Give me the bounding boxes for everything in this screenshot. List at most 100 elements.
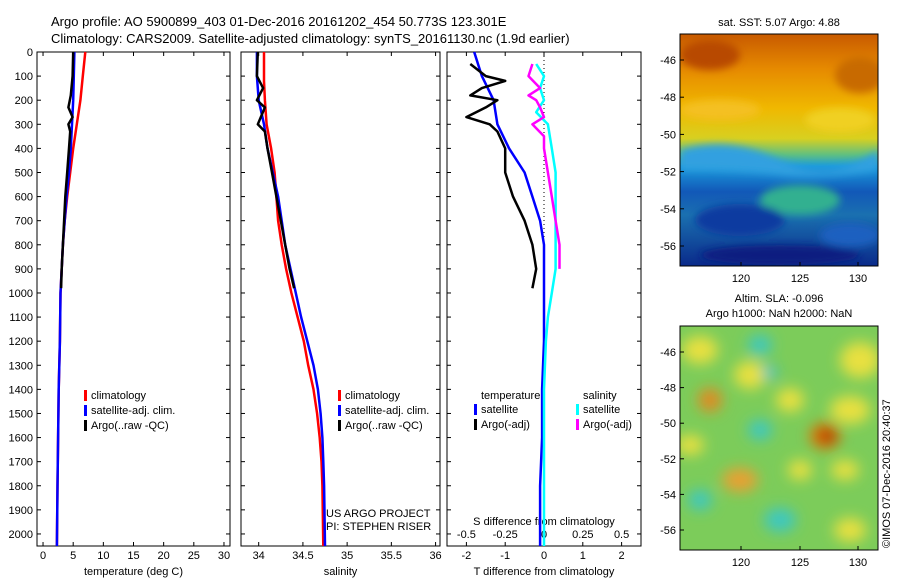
map-y-tick-label: -56 <box>660 525 676 537</box>
series-line-3 <box>59 51 75 289</box>
y-tick-label: 1100 <box>9 312 33 324</box>
map-y-tick-label: -56 <box>660 241 676 253</box>
x-tick-label: 34 <box>253 550 265 562</box>
map-y-tick-label: -46 <box>660 347 676 359</box>
credit-line1: US ARGO PROJECT <box>326 508 431 520</box>
y-tick-label: 1900 <box>9 505 33 517</box>
x-tick-label: 35 <box>341 550 353 562</box>
header-line1: Argo profile: AO 5900899_403 01-Dec-2016… <box>51 14 507 29</box>
legend-title: salinity <box>583 390 617 402</box>
legend-marker <box>338 420 341 431</box>
y-tick-label: 1500 <box>9 408 33 420</box>
legend-marker <box>338 390 341 401</box>
y-tick-label: 2000 <box>9 529 33 541</box>
top-tick-label: -0.5 <box>457 529 476 541</box>
x-axis-label: temperature (deg C) <box>84 566 183 578</box>
legend-marker <box>576 404 579 415</box>
x-axis-label: salinity <box>324 566 358 578</box>
y-tick-label: 500 <box>15 167 33 179</box>
imos-watermark: ©IMOS 07-Dec-2016 20:40:37 <box>881 399 893 548</box>
x-tick-label: 20 <box>158 550 170 562</box>
y-tick-label: 1400 <box>9 384 33 396</box>
series-line-1 <box>473 51 546 546</box>
series-line-2 <box>465 63 538 289</box>
legend-title: temperature <box>481 390 540 402</box>
legend-label: Argo(..raw -QC) <box>345 420 423 432</box>
sla-map-title1: Altim. SLA: -0.096 <box>735 293 824 305</box>
map-x-tick-label: 130 <box>849 557 867 569</box>
legend-marker <box>84 390 87 401</box>
x-tick-label: 15 <box>127 550 139 562</box>
x-tick-label: 10 <box>97 550 109 562</box>
map-y-tick-label: -46 <box>660 55 676 67</box>
x-tick-label: 25 <box>188 550 200 562</box>
legend-label: satellite <box>481 404 518 416</box>
series-line-1 <box>262 52 325 547</box>
x-tick-label: 35.5 <box>381 550 402 562</box>
map-y-tick-label: -48 <box>660 383 676 395</box>
x-tick-label: -1 <box>500 550 510 562</box>
sst-map-title: sat. SST: 5.07 Argo: 4.88 <box>718 17 840 29</box>
map-x-tick-label: 125 <box>791 557 809 569</box>
x-tick-label: 36 <box>429 550 441 562</box>
top-tick-label: -0.25 <box>493 529 518 541</box>
x-tick-label: 1 <box>580 550 586 562</box>
legend-label: Argo(-adj) <box>481 419 530 431</box>
map-y-tick-label: -54 <box>660 489 676 501</box>
legend-marker <box>84 405 87 416</box>
y-tick-label: 800 <box>15 240 33 252</box>
y-tick-label: 1800 <box>9 481 33 493</box>
series-line-4 <box>527 63 561 269</box>
legend-label: satellite-adj. clim. <box>345 405 429 417</box>
map-x-tick-label: 130 <box>849 273 867 285</box>
legend-marker <box>576 419 579 430</box>
profile-panel-2: 34 34.5 35 35.5 36 salinity climatology satelli… <box>240 51 442 578</box>
legend-label: climatology <box>91 390 147 402</box>
header-line2: Climatology: CARS2009. Satellite-adjuste… <box>51 31 570 46</box>
x-axis-label: T difference from climatology <box>474 566 615 578</box>
x-tick-label: 34.5 <box>292 550 313 562</box>
top-tick-label: 0.5 <box>614 529 629 541</box>
y-tick-label: 1700 <box>9 457 33 469</box>
plot-frame <box>36 51 231 547</box>
x-tick-label: 0 <box>541 550 547 562</box>
legend-marker <box>474 404 477 415</box>
x-tick-label: 0 <box>40 550 46 562</box>
y-tick-label: 1000 <box>9 288 33 300</box>
y-tick-label: 1600 <box>9 433 33 445</box>
legend-marker <box>84 420 87 431</box>
legend-marker <box>474 419 477 430</box>
legend-label: Argo(..raw -QC) <box>91 420 169 432</box>
legend-label: satellite <box>583 404 620 416</box>
map-x-tick-label: 120 <box>732 557 750 569</box>
y-tick-label: 1300 <box>9 360 33 372</box>
sla-map-title2: Argo h1000: NaN h2000: NaN <box>706 308 853 320</box>
legend-marker <box>338 405 341 416</box>
map-y-tick-label: -52 <box>660 167 676 179</box>
legend-label: satellite-adj. clim. <box>91 405 175 417</box>
y-tick-label: 100 <box>15 71 33 83</box>
x-tick-label: 2 <box>619 550 625 562</box>
sst-map-image <box>680 34 878 266</box>
legend-label: climatology <box>345 390 401 402</box>
legend-label: Argo(-adj) <box>583 419 632 431</box>
x-tick-label: -2 <box>462 550 472 562</box>
series-line-3 <box>255 51 296 289</box>
y-tick-label: 0 <box>27 47 33 59</box>
map-y-tick-label: -52 <box>660 454 676 466</box>
y-tick-label: 700 <box>15 216 33 228</box>
y-tick-label: 1200 <box>9 336 33 348</box>
x-tick-label: 30 <box>218 550 230 562</box>
y-tick-label: 900 <box>15 264 33 276</box>
y-tick-label: 400 <box>15 143 33 155</box>
y-tick-label: 600 <box>15 192 33 204</box>
credit-line2: PI: STEPHEN RISER <box>326 521 431 533</box>
sla-map-image <box>680 326 878 550</box>
map-y-tick-label: -50 <box>660 418 676 430</box>
map-y-tick-label: -50 <box>660 129 676 141</box>
x-tick-label: 5 <box>70 550 76 562</box>
plot-frame <box>240 51 441 547</box>
profile-panel-1: 0100200300400500600700800900100011001200… <box>9 47 231 578</box>
